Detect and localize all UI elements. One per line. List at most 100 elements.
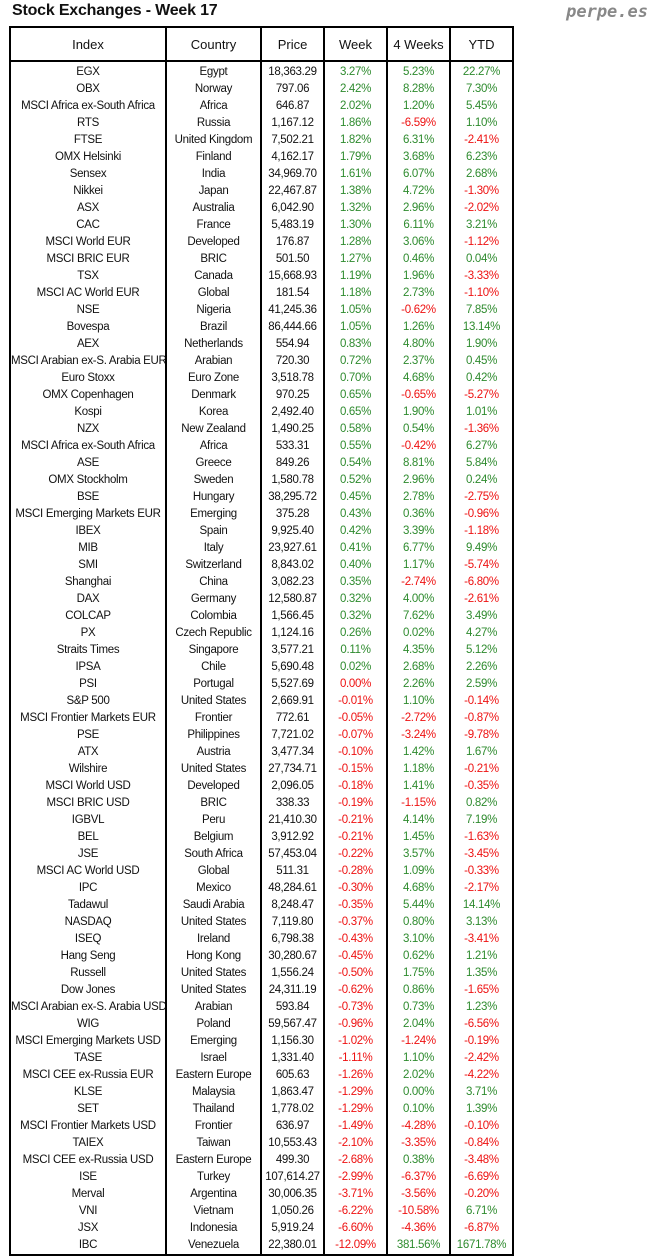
table-row: ASE Greece 849.26 0.54% 8.81% 5.84% xyxy=(9,455,514,472)
4-weeks-cell: -6.37% xyxy=(386,1169,451,1186)
ytd-cell: 14.14% xyxy=(449,897,514,914)
week-cell: -1.29% xyxy=(323,1084,388,1101)
ytd-cell: 2.68% xyxy=(449,166,514,183)
ytd-cell: -0.19% xyxy=(449,1033,514,1050)
table-row: MSCI Africa ex-South Africa Africa 533.31 0… xyxy=(9,438,514,455)
price-cell: 59,567.47 xyxy=(260,1016,325,1033)
ytd-cell: 1671.78% xyxy=(449,1237,514,1255)
country-cell: Mexico xyxy=(165,880,262,897)
ytd-cell: 13.14% xyxy=(449,319,514,336)
table-row: IPC Mexico 48,284.61 -0.30% 4.68% -2.17% xyxy=(9,880,514,897)
price-cell: 970.25 xyxy=(260,387,325,404)
table-row: MSCI AC World USD Global 511.31 -0.28% 1.09%… xyxy=(9,863,514,880)
table-row: CAC France 5,483.19 1.30% 6.11% 3.21% xyxy=(9,217,514,234)
table-row: COLCAP Colombia 1,566.45 0.32% 7.62% 3.49% xyxy=(9,608,514,625)
4-weeks-cell: -4.36% xyxy=(386,1220,451,1237)
country-cell: Euro Zone xyxy=(165,370,262,387)
4-weeks-cell: 2.04% xyxy=(386,1016,451,1033)
country-cell: Vietnam xyxy=(165,1203,262,1220)
week-cell: -1.49% xyxy=(323,1118,388,1135)
table-row: MSCI Arabian ex-S. Arabia USD Arabian 593.… xyxy=(9,999,514,1016)
table-row: MSCI CEE ex-Russia EUR Eastern Europe 605.… xyxy=(9,1067,514,1084)
week-cell: 0.65% xyxy=(323,404,388,421)
week-cell: -6.22% xyxy=(323,1203,388,1220)
table-body: EGX Egypt 18,363.29 3.27% 5.23% 22.27% OBX Norw… xyxy=(9,61,514,1255)
week-cell: 1.30% xyxy=(323,217,388,234)
price-cell: 41,245.36 xyxy=(260,302,325,319)
price-cell: 9,925.40 xyxy=(260,523,325,540)
4-weeks-cell: 0.46% xyxy=(386,251,451,268)
index-cell: IBC xyxy=(9,1237,167,1255)
country-cell: Arabian xyxy=(165,353,262,370)
header-row: Index Country Price Week 4 Weeks YTD xyxy=(9,26,514,62)
index-cell: Hang Seng xyxy=(9,948,167,965)
week-cell: 0.32% xyxy=(323,608,388,625)
ytd-cell: -5.27% xyxy=(449,387,514,404)
brand-logo: perpe.es xyxy=(566,2,648,22)
price-cell: 849.26 xyxy=(260,455,325,472)
week-cell: 0.52% xyxy=(323,472,388,489)
table-row: Shanghai China 3,082.23 0.35% -2.74% -6.80% xyxy=(9,574,514,591)
price-cell: 797.06 xyxy=(260,81,325,98)
table-row: OMX Copenhagen Denmark 970.25 0.65% -0.65% -5… xyxy=(9,387,514,404)
country-cell: Denmark xyxy=(165,387,262,404)
4-weeks-cell: -1.24% xyxy=(386,1033,451,1050)
week-cell: 0.83% xyxy=(323,336,388,353)
table-row: ASX Australia 6,042.90 1.32% 2.96% -2.02% xyxy=(9,200,514,217)
ytd-cell: -6.80% xyxy=(449,574,514,591)
ytd-cell: -0.84% xyxy=(449,1135,514,1152)
index-cell: TASE xyxy=(9,1050,167,1067)
country-cell: Portugal xyxy=(165,676,262,693)
table-row: MSCI BRIC USD BRIC 338.33 -0.19% -1.15% 0.82% xyxy=(9,795,514,812)
header-index: Index xyxy=(9,26,167,62)
country-cell: Arabian xyxy=(165,999,262,1016)
4-weeks-cell: -0.65% xyxy=(386,387,451,404)
index-cell: SET xyxy=(9,1101,167,1118)
index-cell: COLCAP xyxy=(9,608,167,625)
ytd-cell: -3.33% xyxy=(449,268,514,285)
price-cell: 30,006.35 xyxy=(260,1186,325,1203)
price-cell: 27,734.71 xyxy=(260,761,325,778)
price-cell: 375.28 xyxy=(260,506,325,523)
table-row: Russell United States 1,556.24 -0.50% 1.75% 1… xyxy=(9,965,514,982)
ytd-cell: -0.35% xyxy=(449,778,514,795)
price-cell: 338.33 xyxy=(260,795,325,812)
price-cell: 499.30 xyxy=(260,1152,325,1169)
week-cell: 0.55% xyxy=(323,438,388,455)
week-cell: 0.35% xyxy=(323,574,388,591)
ytd-cell: -2.17% xyxy=(449,880,514,897)
country-cell: United States xyxy=(165,693,262,710)
week-cell: 0.02% xyxy=(323,659,388,676)
4-weeks-cell: 4.72% xyxy=(386,183,451,200)
4-weeks-cell: 3.57% xyxy=(386,846,451,863)
week-cell: -1.29% xyxy=(323,1101,388,1118)
week-cell: -0.19% xyxy=(323,795,388,812)
week-cell: 1.38% xyxy=(323,183,388,200)
country-cell: Philippines xyxy=(165,727,262,744)
index-cell: Kospi xyxy=(9,404,167,421)
table-row: IBC Venezuela 22,380.01 -12.09% 381.56% 1671.… xyxy=(9,1237,514,1255)
week-cell: 1.32% xyxy=(323,200,388,217)
country-cell: Developed xyxy=(165,234,262,251)
table-row: SET Thailand 1,778.02 -1.29% 0.10% 1.39% xyxy=(9,1101,514,1118)
4-weeks-cell: 1.41% xyxy=(386,778,451,795)
table-row: Wilshire United States 27,734.71 -0.15% 1.18… xyxy=(9,761,514,778)
4-weeks-cell: 6.07% xyxy=(386,166,451,183)
index-cell: IPSA xyxy=(9,659,167,676)
ytd-cell: -3.48% xyxy=(449,1152,514,1169)
week-cell: 1.19% xyxy=(323,268,388,285)
index-cell: NZX xyxy=(9,421,167,438)
ytd-cell: -6.69% xyxy=(449,1169,514,1186)
price-cell: 605.63 xyxy=(260,1067,325,1084)
index-cell: Wilshire xyxy=(9,761,167,778)
country-cell: Chile xyxy=(165,659,262,676)
4-weeks-cell: 0.38% xyxy=(386,1152,451,1169)
country-cell: Africa xyxy=(165,98,262,115)
ytd-cell: 1.01% xyxy=(449,404,514,421)
price-cell: 646.87 xyxy=(260,98,325,115)
price-cell: 3,912.92 xyxy=(260,829,325,846)
week-cell: -0.43% xyxy=(323,931,388,948)
table-row: ATX Austria 3,477.34 -0.10% 1.42% 1.67% xyxy=(9,744,514,761)
week-cell: -0.10% xyxy=(323,744,388,761)
4-weeks-cell: 1.75% xyxy=(386,965,451,982)
